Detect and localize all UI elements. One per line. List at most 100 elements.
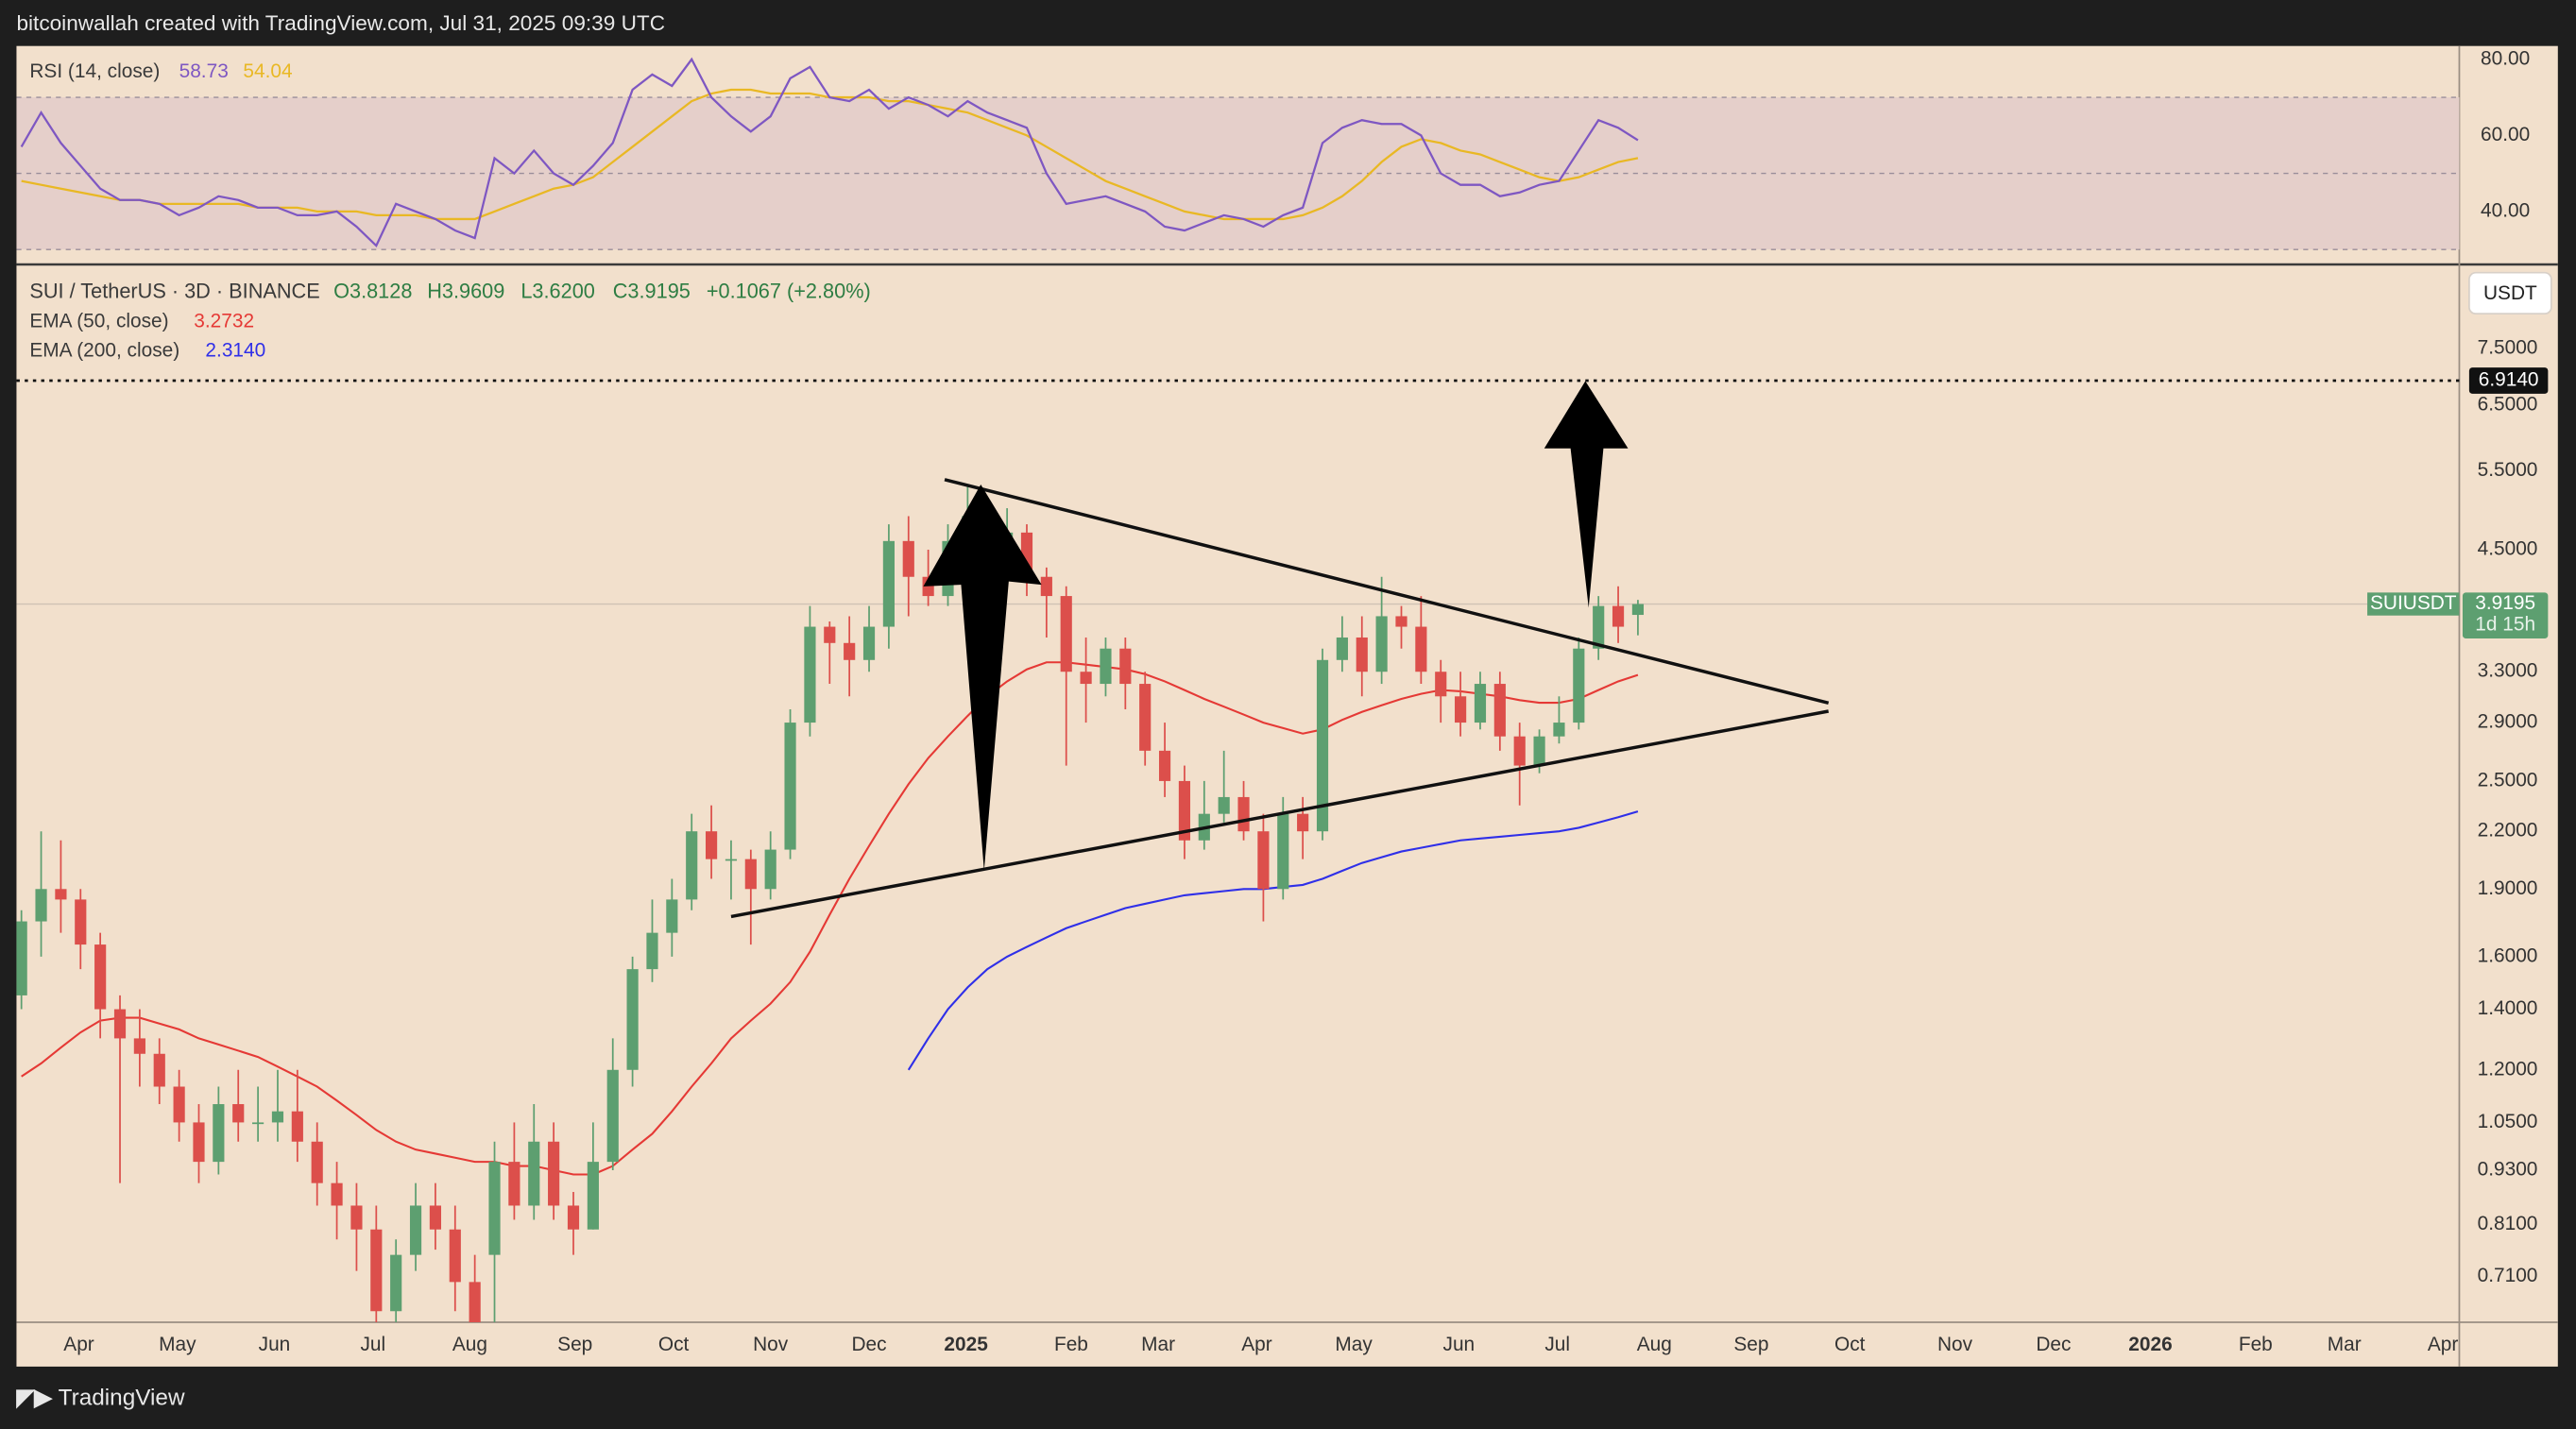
header: bitcoinwallah created with TradingView.c… bbox=[16, 11, 665, 35]
candle-body bbox=[1513, 736, 1526, 766]
x-tick-label: Jun bbox=[259, 1334, 291, 1355]
ohlc-legend: +0.1067 (+2.80%) bbox=[707, 279, 871, 302]
candle-body bbox=[1060, 596, 1072, 672]
y-tick-label: 2.2000 bbox=[2478, 820, 2538, 842]
symbol-label: SUIUSDT bbox=[2370, 592, 2457, 614]
ohlc-legend: C3.9195 bbox=[613, 279, 691, 302]
labels: 80.00 60.00 40.00 7.5000 6.5000 5.5000 4.5000 3… bbox=[63, 47, 2549, 1355]
y-tick-label: 2.5000 bbox=[2478, 769, 2538, 791]
candle-body bbox=[1573, 648, 1585, 723]
candle-body bbox=[1158, 750, 1171, 781]
chart-title: SUI / TetherUS · 3D · BINANCE bbox=[29, 279, 319, 302]
price-label-box bbox=[2462, 592, 2549, 639]
x-tick-label: Aug bbox=[1637, 1334, 1672, 1355]
candle-body bbox=[1415, 626, 1427, 672]
candle-body bbox=[804, 626, 816, 723]
footer: TradingView bbox=[59, 1386, 185, 1411]
y-tick-label: 5.5000 bbox=[2478, 459, 2538, 481]
candle-body bbox=[1395, 616, 1407, 627]
candle-body bbox=[213, 1104, 225, 1163]
candle-body bbox=[784, 723, 796, 850]
candle-body bbox=[626, 969, 639, 1070]
x-tick-label: Sep bbox=[557, 1334, 592, 1355]
candle-body bbox=[1257, 831, 1270, 890]
target-label-box bbox=[2468, 367, 2549, 394]
candle-body bbox=[1100, 648, 1112, 685]
candle-body bbox=[666, 899, 678, 933]
candle-body bbox=[862, 626, 876, 660]
candle-body bbox=[429, 1205, 442, 1230]
ema-line bbox=[21, 661, 1639, 1176]
lower-trendline bbox=[730, 709, 1829, 919]
arrow bbox=[923, 485, 1042, 871]
candle-body bbox=[1435, 672, 1447, 697]
candle-body bbox=[35, 889, 47, 922]
candle-body bbox=[1040, 576, 1052, 597]
ema-legend-name: EMA (200, close) bbox=[29, 340, 179, 362]
candle-body bbox=[1533, 736, 1545, 766]
candle-body bbox=[449, 1229, 461, 1283]
rsi-tick-label: 40.00 bbox=[2481, 199, 2530, 221]
ema-line bbox=[907, 810, 1639, 1071]
x-tick-label: Nov bbox=[753, 1334, 789, 1355]
ohlc-legend: O3.8128 bbox=[333, 279, 412, 302]
candle-body bbox=[1455, 696, 1467, 723]
candle-body bbox=[193, 1122, 205, 1163]
y-tick-label: 1.4000 bbox=[2478, 997, 2538, 1019]
candle-body bbox=[55, 889, 67, 900]
candle-body bbox=[1297, 813, 1309, 832]
y-tick-label: 0.8100 bbox=[2478, 1213, 2538, 1234]
x-tick-label: Dec bbox=[851, 1334, 886, 1355]
y-tick-label: 1.6000 bbox=[2478, 944, 2538, 966]
candle-body bbox=[567, 1205, 580, 1230]
candle-body bbox=[271, 1111, 284, 1123]
rsi-legend-value: 58.73 bbox=[179, 60, 229, 82]
candle-body bbox=[824, 626, 836, 643]
candle-body bbox=[528, 1141, 540, 1206]
y-tick-label: 3.3000 bbox=[2478, 660, 2538, 682]
x-tick-label: May bbox=[1335, 1334, 1373, 1355]
y-tick-label: 0.9300 bbox=[2478, 1159, 2538, 1181]
ohlc-legend: L3.6200 bbox=[520, 279, 595, 302]
ema-legend-value: 2.3140 bbox=[205, 340, 265, 362]
candle-body bbox=[1356, 637, 1368, 672]
candle-body bbox=[844, 642, 856, 660]
x-tick-label: Aug bbox=[452, 1334, 487, 1355]
candle-body bbox=[1593, 605, 1605, 649]
candle-body bbox=[488, 1162, 501, 1255]
price-label-box bbox=[2367, 592, 2460, 616]
x-tick-label: 2025 bbox=[944, 1334, 988, 1355]
candle-body bbox=[1277, 813, 1289, 890]
currency[interactable]: USDT bbox=[2483, 282, 2537, 304]
candle-body bbox=[1178, 780, 1191, 841]
candle-body bbox=[1316, 659, 1329, 832]
candle-body bbox=[1139, 684, 1152, 751]
candle-body bbox=[1080, 672, 1092, 685]
drawings bbox=[730, 381, 1830, 919]
candle-body bbox=[686, 831, 698, 900]
x-tick-label: Apr bbox=[63, 1334, 94, 1355]
candle-body bbox=[16, 921, 27, 995]
candle-body bbox=[1553, 723, 1565, 737]
candle-body bbox=[1375, 616, 1388, 672]
candle-body bbox=[548, 1141, 560, 1206]
currency-button[interactable] bbox=[2468, 271, 2552, 315]
candle-body bbox=[75, 899, 87, 945]
candle-body bbox=[133, 1038, 145, 1054]
candle-body bbox=[764, 849, 776, 890]
x-tick-label: Apr bbox=[2428, 1334, 2459, 1355]
x-tick-label: May bbox=[159, 1334, 196, 1355]
candle-body bbox=[1493, 684, 1506, 737]
candle-body bbox=[508, 1162, 520, 1206]
candle-body bbox=[291, 1111, 303, 1142]
candle-body bbox=[587, 1162, 599, 1230]
x-tick-label: Mar bbox=[1141, 1334, 1175, 1355]
candle-body bbox=[902, 540, 914, 577]
y-tick-label: 6.5000 bbox=[2478, 393, 2538, 415]
x-tick-label: Feb bbox=[1054, 1334, 1088, 1355]
x-tick-label: Mar bbox=[2328, 1334, 2362, 1355]
candle-body bbox=[646, 932, 658, 970]
upper-trendline bbox=[944, 478, 1830, 706]
candle-body bbox=[252, 1122, 264, 1125]
x-tick-label: Jun bbox=[1443, 1334, 1476, 1355]
